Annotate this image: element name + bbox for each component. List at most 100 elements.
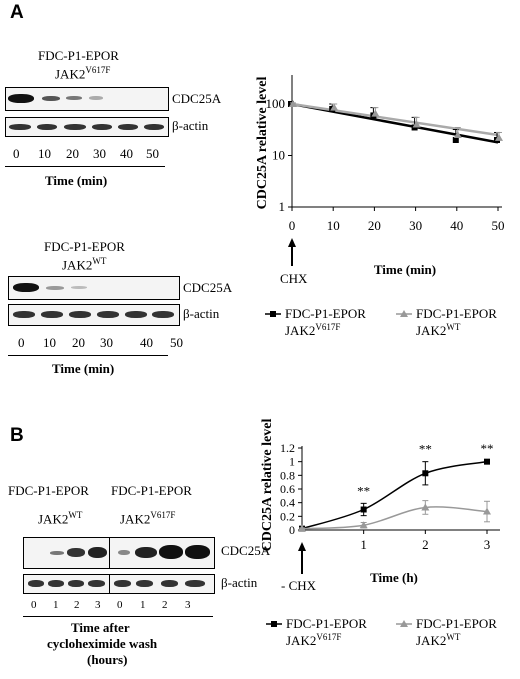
blot-a2-lane-20: 20 [72, 335, 85, 350]
chart-b-legend-v617f-name: FDC-P1-EPOR [286, 616, 367, 631]
chart-a-ytick-label: 10 [272, 148, 285, 163]
chart-b-significance: ** [481, 441, 494, 456]
blot-a1-actin-label: β-actin [172, 118, 209, 133]
chart-a-point [452, 136, 459, 143]
chart-a-legend-wt-gene: JAK2WT [416, 322, 461, 338]
blot-a1-lane-0: 0 [13, 146, 20, 161]
blot-a1-lane-10: 10 [38, 146, 51, 161]
blot-a2-lane-50: 50 [170, 335, 183, 350]
chart-a-legend-wt-name: FDC-P1-EPOR [416, 306, 497, 321]
chart-b-legend-v617f-marker [271, 621, 277, 627]
blot-a1-lane-30: 30 [93, 146, 106, 161]
chart-b-series-line [301, 506, 488, 530]
blot-b-lane-3-v617f: 3 [185, 599, 191, 611]
blot-a1-axis-line [5, 166, 165, 167]
blot-b-time-label-1: Time after [71, 620, 130, 635]
chart-a-legend-v617f-name: FDC-P1-EPOR [285, 306, 366, 321]
chart-b-legend-wt-marker [400, 620, 408, 627]
chart-b-legend-wt-gene: JAK2WT [416, 632, 461, 648]
chart-a-fit-line [291, 102, 499, 137]
blot-a2-genotype: JAK2WT [62, 256, 107, 273]
chart-b-legend-v617f-allele: V617F [316, 632, 341, 642]
blot-b-cell-line-wt: FDC-P1-EPOR [8, 483, 89, 498]
blot-a2-cdc25a [8, 276, 180, 300]
chart-b-legend-wt-allele: WT [446, 632, 460, 642]
blot-b-lane-0-wt: 0 [31, 599, 37, 611]
blot-a2-actin [8, 304, 180, 326]
chart-b-legend-v617f-gene: JAK2V617F [286, 632, 341, 648]
blot-b-lane-2-v617f: 2 [162, 599, 168, 611]
chart-a-point [453, 131, 462, 139]
blot-a1-cell-line: FDC-P1-EPOR [38, 48, 119, 63]
blot-a1-lane-40: 40 [120, 146, 133, 161]
blot-a1-genotype: JAK2V617F [55, 65, 111, 82]
blot-b-actin [23, 574, 215, 594]
blot-b-genotype-wt: JAK2WT [38, 510, 83, 527]
blot-a1-cdc25a [5, 87, 169, 111]
blot-a2-time-label: Time (min) [52, 361, 115, 376]
blot-a2-cdc25a-label: CDC25A [183, 280, 233, 295]
chart-b-series-line [301, 460, 488, 530]
blot-a2-lane-40: 40 [140, 335, 153, 350]
chart-a-arrow-head [288, 238, 296, 247]
blot-a1-actin [5, 117, 169, 137]
chart-a: 1 10 100 0 10 20 30 40 50 CDC25A relative level Ti… [255, 75, 505, 338]
blot-a1-lane-50: 50 [146, 146, 159, 161]
blot-b-time-label-3: (hours) [87, 652, 128, 667]
chart-a-xtick-label: 40 [450, 218, 463, 233]
blot-a2-axis-line [8, 355, 168, 356]
chart-a-xtick-label: 30 [409, 218, 422, 233]
chart-a-point [289, 100, 297, 107]
chart-a-xlabel: Time (min) [374, 262, 436, 277]
chart-a-point [495, 133, 503, 141]
chart-b-point [359, 521, 368, 529]
blot-b-axis-line [23, 616, 213, 617]
chart-a-legend-wt-marker [400, 310, 408, 317]
blot-b-cell-line-v617f: FDC-P1-EPOR [111, 483, 192, 498]
chart-b-ytick-label: 0.2 [280, 509, 295, 523]
chart-a-legend-v617f-marker [270, 311, 276, 317]
chart-b-xtick-label: 1 [360, 537, 367, 552]
chart-a-legend-v617f-gene: JAK2V617F [285, 322, 340, 338]
blot-a1-lane-20: 20 [66, 146, 79, 161]
blot-a2-lane-10: 10 [43, 335, 56, 350]
panel-b-label: B [10, 425, 24, 446]
chart-b-ytick-label: 0.8 [280, 468, 295, 482]
chart-b-point [360, 506, 367, 513]
chart-a-legend-wt-allele: WT [446, 322, 460, 332]
chart-b-xlabel: Time (h) [370, 570, 418, 585]
chart-b-ytick-label: 0.6 [280, 482, 295, 496]
blot-a2-lane-0: 0 [18, 335, 25, 350]
blot-b-actin-label: β-actin [221, 575, 258, 590]
chart-b-ytick-label: 0 [289, 523, 295, 537]
blot-a1-cdc25a-label: CDC25A [172, 91, 222, 106]
chart-a-xtick-label: 10 [327, 218, 340, 233]
chart-b-significance: ** [357, 483, 370, 498]
chart-b-ytick-label: 0.4 [280, 496, 295, 510]
chart-b-arrow-head [298, 542, 306, 551]
chart-b-ylabel: CDC25A relative level [260, 419, 275, 552]
chart-b-point [484, 458, 490, 465]
blot-a1-time-label: Time (min) [45, 173, 108, 188]
chart-b-point [298, 524, 306, 532]
chart-b-significance: ** [419, 442, 432, 457]
blot-b-lane-1-v617f: 1 [140, 599, 146, 611]
chart-a-arrow-label: CHX [280, 271, 308, 286]
blot-b-lane-2-wt: 2 [74, 599, 80, 611]
chart-b-xtick-label: 2 [422, 537, 429, 552]
blot-b-lane-1-wt: 1 [53, 599, 59, 611]
chart-a-ytick-label: 100 [266, 96, 286, 111]
chart-a-point [330, 103, 339, 111]
chart-b-xtick-label: 3 [484, 537, 491, 552]
blot-b-cdc25a-label: CDC25A [221, 543, 271, 558]
blot-b-genotype-v617f: JAK2V617F [120, 510, 176, 527]
chart-a-ylabel: CDC25A relative level [255, 77, 270, 210]
chart-a-xtick-label: 50 [492, 218, 505, 233]
blot-b-lane-0-v617f: 0 [117, 599, 123, 611]
chart-b-ytick-label: 1 [289, 455, 295, 469]
chart-a-xtick-label: 20 [368, 218, 381, 233]
chart-b-arrow-label: - CHX [281, 578, 317, 593]
chart-a-point [412, 120, 421, 128]
